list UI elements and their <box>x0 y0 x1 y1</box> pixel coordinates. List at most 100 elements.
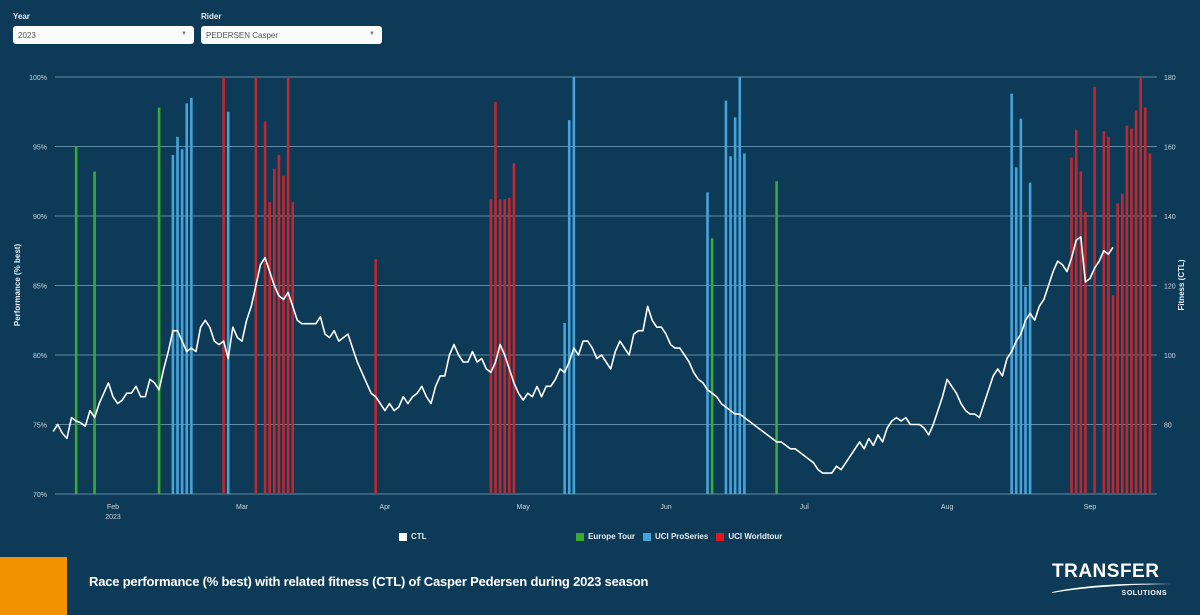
rider-filter-label: Rider <box>201 12 222 21</box>
race-bar <box>180 149 184 494</box>
race-bar <box>1024 286 1027 494</box>
race-bar <box>489 199 493 494</box>
footer-accent-block <box>0 557 67 615</box>
race-bar <box>190 97 193 494</box>
right-axis-label: Fitness (CTL) <box>1177 259 1186 310</box>
race-bar <box>572 77 576 494</box>
race-bar <box>775 181 778 494</box>
chart-caption: Race performance (% best) with related f… <box>89 574 649 589</box>
x-tick-label: Jul <box>800 504 809 511</box>
right-tick-label: 80 <box>1164 423 1172 430</box>
race-bar <box>374 259 377 494</box>
race-bar <box>1014 167 1018 494</box>
race-bar <box>268 202 271 494</box>
race-bar <box>1093 86 1096 495</box>
right-tick-label: 120 <box>1164 284 1176 291</box>
left-tick-label: 70% <box>33 492 47 499</box>
race-bar <box>1107 136 1110 494</box>
left-tick-label: 90% <box>33 214 47 221</box>
performance-chart: 70% 75% 80% 85% 90% 95% 100% 80 100 120 140 160 180… <box>13 75 1186 521</box>
race-bar <box>1116 203 1119 495</box>
logo-swoosh-icon <box>1052 583 1172 593</box>
race-bar <box>263 121 267 495</box>
gridlines <box>55 76 1157 495</box>
race-bar <box>93 171 96 494</box>
race-bar <box>1130 128 1133 494</box>
chevron-down-icon: ▼ <box>369 31 375 37</box>
x-tick-label: Jun <box>660 504 671 511</box>
race-bar <box>1079 171 1083 494</box>
race-bar <box>1111 295 1115 494</box>
race-bar <box>74 146 78 494</box>
right-tick-label: 140 <box>1164 214 1176 221</box>
race-bar <box>1019 118 1023 494</box>
race-bar <box>738 77 742 494</box>
race-bar <box>512 163 516 494</box>
race-bar <box>1028 182 1032 494</box>
year-select[interactable]: 2023 ▼ <box>13 26 194 44</box>
race-bar <box>1144 107 1147 494</box>
rider-select[interactable]: PEDERSEN Casper ▼ <box>201 26 382 44</box>
ctl-line-group <box>52 236 1114 474</box>
legend-label-ctl: CTL <box>411 532 427 541</box>
x-tick-label: Feb <box>107 504 119 511</box>
x-tick-label: Apr <box>379 504 391 511</box>
race-bar <box>1120 193 1124 494</box>
race-bar <box>1084 211 1087 494</box>
left-tick-label: 95% <box>33 145 47 152</box>
race-bar <box>729 156 732 494</box>
race-bar <box>272 168 276 494</box>
race-bar <box>176 136 179 494</box>
legend-ctl: CTL <box>399 532 435 541</box>
race-bar <box>733 117 737 494</box>
logo-text-solutions: SOLUTIONS <box>1121 590 1167 597</box>
race-bar <box>1134 110 1138 495</box>
left-axis-ticks: 70% 75% 80% 85% 90% 95% 100% <box>29 75 47 499</box>
race-bar <box>157 107 161 494</box>
race-bar <box>503 199 507 494</box>
right-axis-ticks: 80 100 120 140 160 180 <box>1164 75 1176 430</box>
x-tick-sublabel: 2023 <box>105 514 121 521</box>
legend-swatch-ctl <box>399 532 407 541</box>
race-bar <box>1139 77 1142 494</box>
race-bar <box>291 202 295 494</box>
year-select-value: 2023 <box>18 30 36 40</box>
race-bar <box>282 175 285 494</box>
race-bar <box>185 103 189 494</box>
race-bar <box>1148 153 1152 494</box>
race-bar <box>1125 125 1129 495</box>
right-tick-label: 180 <box>1164 75 1176 82</box>
legend-label-europe-tour: Europe Tour <box>588 532 635 541</box>
race-bar <box>1070 157 1073 494</box>
race-bar <box>226 111 230 494</box>
race-bar <box>724 100 728 494</box>
legend-swatch-europe-tour <box>576 532 584 541</box>
x-tick-label: Aug <box>941 504 954 511</box>
race-bar <box>706 192 709 494</box>
left-tick-label: 75% <box>33 423 47 430</box>
race-bar <box>743 153 746 494</box>
race-bar <box>286 77 290 494</box>
x-tick-label: May <box>517 504 531 511</box>
transfer-solutions-logo: TRANSFER SOLUTIONS <box>1050 560 1175 604</box>
left-axis-label: Performance (% best) <box>13 244 22 327</box>
legend-label-uci-worldtour: UCI Worldtour <box>728 532 783 541</box>
legend-label-uci-proseries: UCI ProSeries <box>654 532 709 541</box>
x-tick-label: Sep <box>1084 504 1097 511</box>
race-bar <box>222 77 225 494</box>
left-tick-label: 100% <box>29 75 47 82</box>
legend-swatch-uci-proseries <box>642 532 651 541</box>
race-bar <box>710 238 714 494</box>
left-tick-label: 80% <box>33 353 47 360</box>
left-tick-label: 85% <box>33 284 47 291</box>
ctl-line <box>52 236 1114 474</box>
rider-select-value: PEDERSEN Casper <box>206 30 279 40</box>
race-bar <box>1010 93 1013 495</box>
race-bar <box>1102 131 1106 494</box>
chevron-down-icon: ▼ <box>181 31 187 37</box>
legend-swatch-uci-worldtour <box>716 532 725 541</box>
x-tick-label: Mar <box>236 504 249 511</box>
race-bar <box>494 102 497 494</box>
race-bars <box>74 77 1152 495</box>
race-bar <box>1074 129 1078 494</box>
